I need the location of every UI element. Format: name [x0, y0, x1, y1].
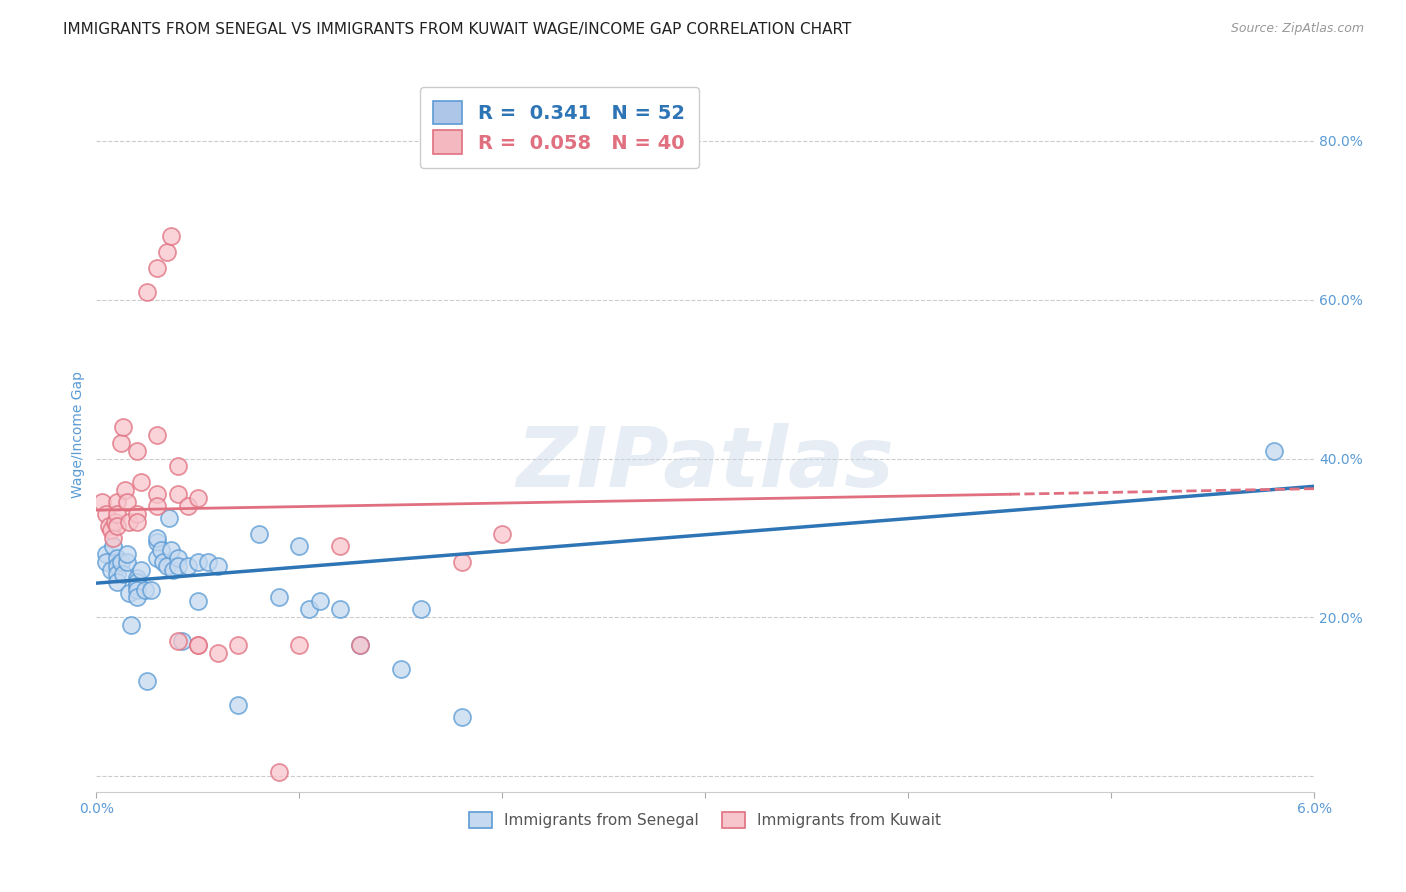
Point — [104, 515, 127, 529]
Point — [105, 507, 128, 521]
Point — [170, 634, 193, 648]
Point — [96, 555, 118, 569]
Point — [110, 435, 132, 450]
Point — [1263, 443, 1285, 458]
Point — [197, 555, 219, 569]
Point — [450, 709, 472, 723]
Point — [187, 594, 209, 608]
Point — [160, 542, 183, 557]
Point — [228, 638, 250, 652]
Point — [166, 487, 188, 501]
Point — [118, 586, 141, 600]
Point — [111, 419, 134, 434]
Point — [156, 558, 179, 573]
Point — [125, 582, 148, 597]
Text: IMMIGRANTS FROM SENEGAL VS IMMIGRANTS FROM KUWAIT WAGE/INCOME GAP CORRELATION CH: IMMIGRANTS FROM SENEGAL VS IMMIGRANTS FR… — [63, 22, 852, 37]
Point — [105, 574, 128, 589]
Point — [288, 638, 311, 652]
Point — [152, 555, 174, 569]
Point — [125, 578, 148, 592]
Point — [105, 558, 128, 573]
Point — [146, 427, 169, 442]
Point — [146, 534, 169, 549]
Point — [166, 550, 188, 565]
Point — [125, 571, 148, 585]
Point — [136, 673, 159, 688]
Point — [97, 519, 120, 533]
Point — [162, 563, 184, 577]
Point — [125, 443, 148, 458]
Point — [105, 566, 128, 581]
Point — [146, 531, 169, 545]
Point — [160, 229, 183, 244]
Point — [118, 515, 141, 529]
Point — [125, 591, 148, 605]
Point — [146, 499, 169, 513]
Point — [187, 638, 209, 652]
Point — [176, 558, 198, 573]
Point — [176, 499, 198, 513]
Point — [228, 698, 250, 712]
Point — [129, 563, 152, 577]
Point — [136, 285, 159, 299]
Point — [267, 765, 290, 780]
Point — [450, 555, 472, 569]
Point — [329, 602, 352, 616]
Point — [166, 459, 188, 474]
Point — [187, 491, 209, 506]
Point — [247, 527, 270, 541]
Point — [267, 591, 290, 605]
Point — [389, 662, 412, 676]
Point — [146, 487, 169, 501]
Point — [157, 511, 180, 525]
Point — [125, 574, 148, 589]
Y-axis label: Wage/Income Gap: Wage/Income Gap — [72, 371, 86, 499]
Legend: Immigrants from Senegal, Immigrants from Kuwait: Immigrants from Senegal, Immigrants from… — [463, 806, 948, 834]
Point — [207, 558, 229, 573]
Point — [409, 602, 432, 616]
Point — [146, 260, 169, 275]
Point — [105, 550, 128, 565]
Point — [288, 539, 311, 553]
Point — [120, 618, 142, 632]
Point — [308, 594, 330, 608]
Point — [110, 555, 132, 569]
Point — [134, 582, 156, 597]
Point — [100, 563, 122, 577]
Point — [129, 475, 152, 490]
Point — [115, 555, 138, 569]
Point — [298, 602, 321, 616]
Point — [187, 638, 209, 652]
Point — [187, 555, 209, 569]
Point — [349, 638, 371, 652]
Point — [156, 245, 179, 260]
Point — [166, 558, 188, 573]
Point — [141, 582, 163, 597]
Point — [105, 519, 128, 533]
Point — [114, 483, 136, 498]
Text: ZIPatlas: ZIPatlas — [516, 423, 894, 504]
Point — [105, 495, 128, 509]
Point — [96, 547, 118, 561]
Point — [101, 539, 124, 553]
Point — [96, 507, 118, 521]
Text: Source: ZipAtlas.com: Source: ZipAtlas.com — [1230, 22, 1364, 36]
Point — [207, 646, 229, 660]
Point — [491, 527, 513, 541]
Point — [115, 547, 138, 561]
Point — [166, 634, 188, 648]
Point — [101, 531, 124, 545]
Point — [146, 550, 169, 565]
Point — [111, 566, 134, 581]
Point — [91, 495, 114, 509]
Point — [125, 515, 148, 529]
Point — [349, 638, 371, 652]
Point — [329, 539, 352, 553]
Point — [150, 542, 173, 557]
Point — [100, 523, 122, 537]
Point — [115, 495, 138, 509]
Point — [125, 507, 148, 521]
